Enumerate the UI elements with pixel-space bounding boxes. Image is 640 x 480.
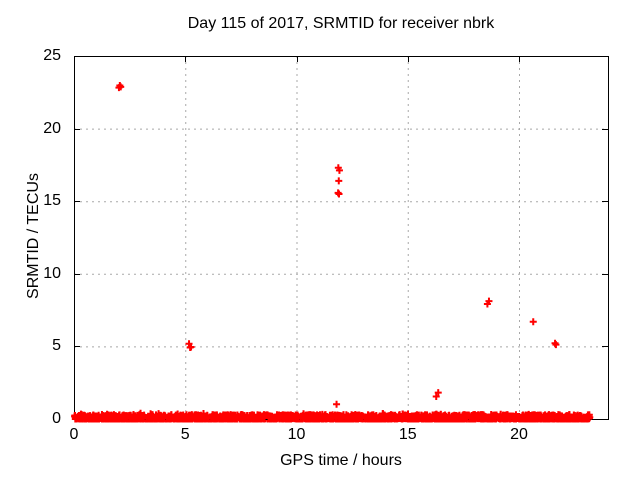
x-tick-label: 5: [180, 426, 190, 443]
x-axis-label: GPS time / hours: [280, 452, 402, 469]
plot-border: [74, 56, 609, 420]
y-tick-label: 25: [43, 47, 61, 64]
baseline-band-overlay: [71, 410, 593, 423]
y-tick-label: 20: [43, 119, 61, 137]
chart-title: Day 115 of 2017, SRMTID for receiver nbr…: [187, 15, 495, 32]
outlier-markers: [115, 81, 560, 408]
y-tick-label: 5: [52, 337, 61, 355]
x-tick-label: 15: [398, 426, 417, 443]
x-tick-label: 0: [69, 426, 79, 443]
x-tick-label: 10: [287, 426, 306, 443]
y-tick-label: 15: [43, 192, 61, 210]
y-tick-label: 0: [52, 410, 61, 427]
axis-ticks: [74, 56, 608, 420]
y-tick-label: 10: [43, 264, 61, 282]
x-tick-label: 20: [510, 426, 528, 443]
grid-lines: [74, 56, 608, 419]
